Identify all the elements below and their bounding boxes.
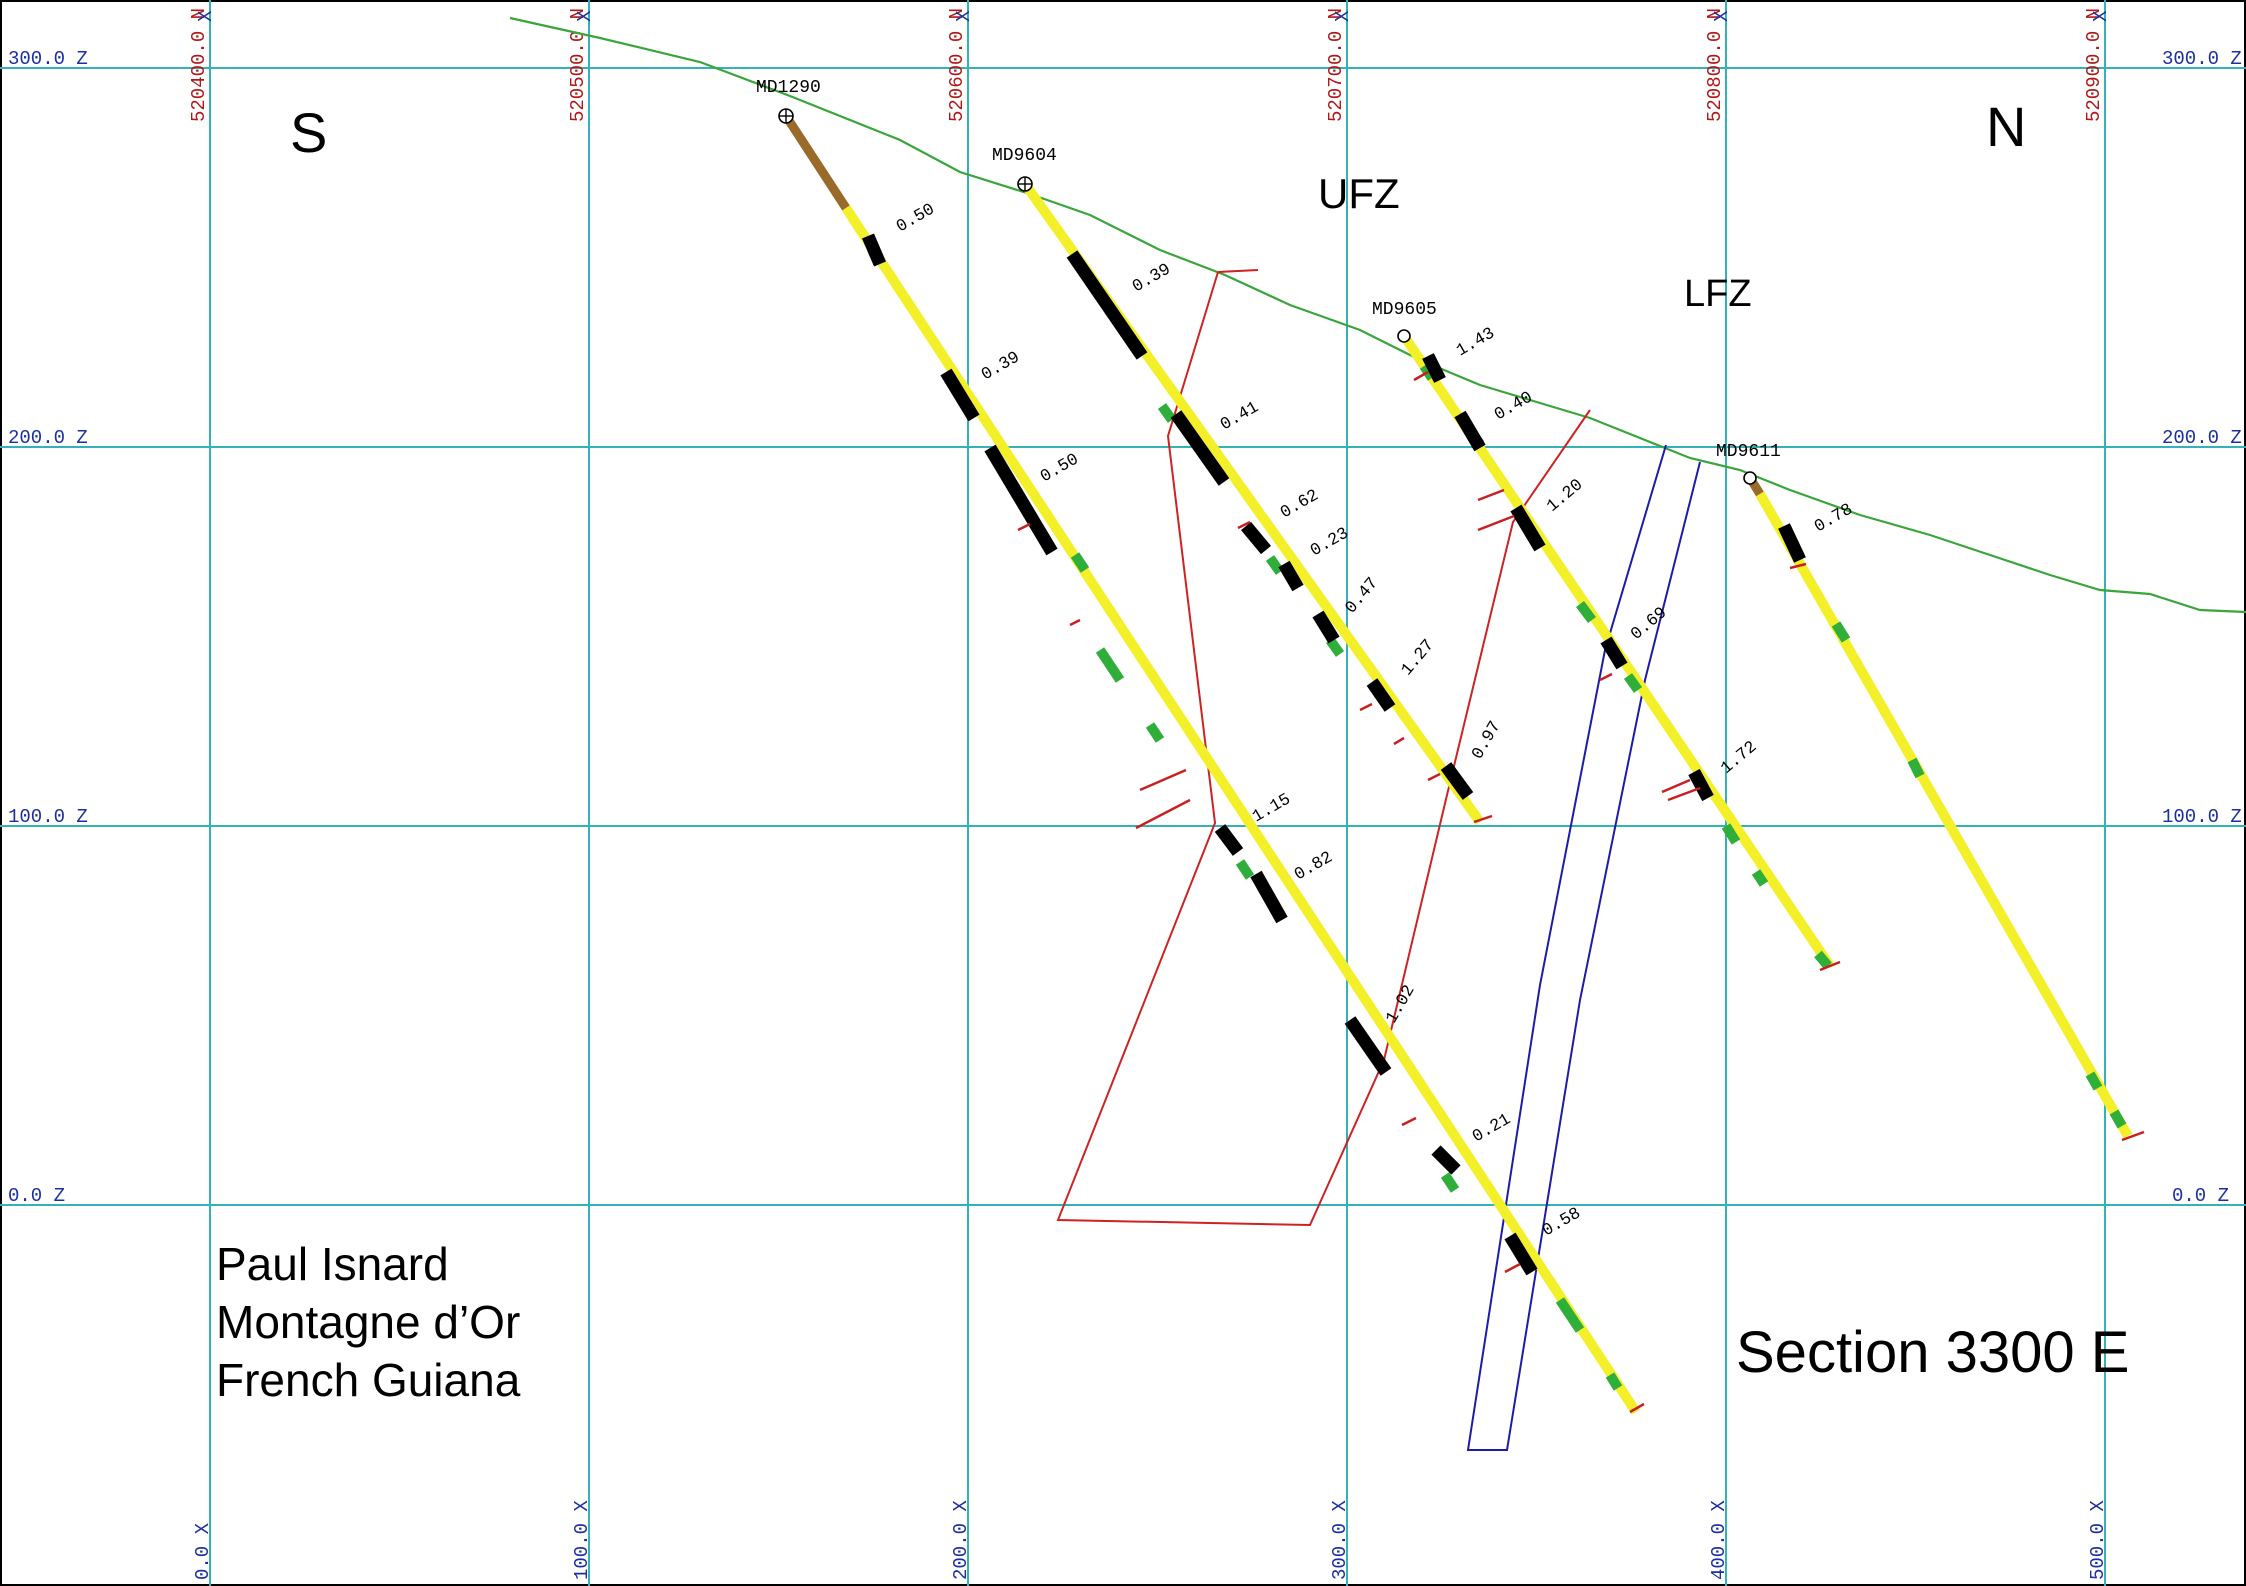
fault-blue [1466,444,1701,1451]
elevation-labels-left: 300.0 Z 200.0 Z 100.0 Z 0.0 Z [8,48,88,1207]
x-label-300: 300.0 X [1329,1500,1351,1580]
grade-md1290-1: 0.50 [894,200,939,237]
svg-text:X: X [195,10,217,22]
grade-md9604-1: 0.39 [1130,260,1175,297]
label-md9611: MD9611 [1716,442,1781,462]
grade-md9605-3: 1.20 [1544,476,1587,517]
vertical-grid [209,0,2106,1586]
svg-text:X: X [953,10,975,22]
x-label-100: 100.0 X [571,1500,593,1580]
zone-ufz: UFZ [1318,170,1400,217]
compass-south: S [290,101,327,164]
label-md9604: MD9604 [992,146,1057,166]
elev-300-right: 300.0 Z [2162,48,2242,70]
grade-md9604-3: 0.62 [1278,486,1323,523]
fault-red-upper [1056,271,1591,1227]
northing-520900: 520900.0 N [2083,8,2105,122]
grade-md9605-1: 1.43 [1454,324,1499,361]
grade-md1290-6: 1.02 [1383,982,1420,1027]
grade-md9604-5: 0.47 [1342,574,1383,617]
elev-200-right: 200.0 Z [2162,427,2242,449]
x-label-500: 500.0 X [2087,1500,2109,1580]
grade-md1290-5: 0.82 [1292,848,1337,885]
grade-md1290-3: 0.50 [1038,450,1083,487]
elev-100-left: 100.0 Z [8,806,88,828]
fault-red-cap [1217,269,1259,273]
svg-text:X: X [1332,10,1354,22]
drillhole-md9604: MD9604 0.39 0.41 0.62 0.23 0.47 1.27 0.9… [992,146,1506,825]
elev-0-left: 0.0 Z [8,1185,65,1207]
drillhole-md9611: MD9611 0.78 [1716,442,2145,1142]
elev-100-right: 100.0 Z [2162,806,2242,828]
elev-0-right: 0.0 Z [2172,1185,2229,1207]
grade-md9604-6: 1.27 [1398,636,1439,679]
svg-text:X: X [574,10,596,22]
drillhole-md1290: MD1290 0.50 0.39 0.50 1.15 0.82 1.02 0.2… [756,78,1645,1415]
grade-md9604-2: 0.41 [1218,398,1263,435]
northing-520600: 520600.0 N [946,8,968,122]
x-labels-bottom: 0.0 X 100.0 X 200.0 X 300.0 X 400.0 X 50… [192,1500,2109,1580]
top-x-markers: X X X X X X [195,10,2112,22]
section-title: Section 3300 E [1736,1320,2129,1385]
grade-md9605-2: 0.40 [1492,388,1537,425]
compass-north: N [1986,95,2026,158]
northing-labels: 520400.0 N 520500.0 N 520600.0 N 520700.… [188,8,2105,122]
label-md1290: MD1290 [756,78,821,98]
grade-md1290-4: 1.15 [1250,790,1295,827]
grade-md9605-4: 0.69 [1628,604,1671,645]
x-label-400: 400.0 X [1708,1500,1730,1580]
northing-520700: 520700.0 N [1325,8,1347,122]
svg-text:X: X [2090,10,2112,22]
location-line-3: French Guiana [216,1354,521,1406]
location-line-2: Montagne d’Or [216,1296,520,1348]
northing-520500: 520500.0 N [567,8,589,122]
horizontal-grid [0,67,2246,1206]
elevation-labels-right: 300.0 Z 200.0 Z 100.0 Z 0.0 Z [2162,48,2242,1207]
grade-md1290-7: 0.21 [1470,1110,1515,1147]
topography-line [509,16,2246,614]
svg-text:X: X [1711,10,1733,22]
northing-520800: 520800.0 N [1704,8,1726,122]
grade-md1290-2: 0.39 [979,348,1024,385]
zone-lfz: LFZ [1684,273,1752,315]
northing-520400: 520400.0 N [188,8,210,122]
elev-300-left: 300.0 Z [8,48,88,70]
x-label-0: 0.0 X [192,1522,214,1580]
elev-200-left: 200.0 Z [8,427,88,449]
grade-md9604-4: 0.23 [1308,524,1353,561]
label-md9605: MD9605 [1372,300,1437,320]
grade-md9605-5: 1.72 [1718,738,1761,779]
grade-md9604-7: 0.97 [1469,718,1506,763]
x-label-200: 200.0 X [950,1500,972,1580]
location-line-1: Paul Isnard [216,1238,449,1290]
